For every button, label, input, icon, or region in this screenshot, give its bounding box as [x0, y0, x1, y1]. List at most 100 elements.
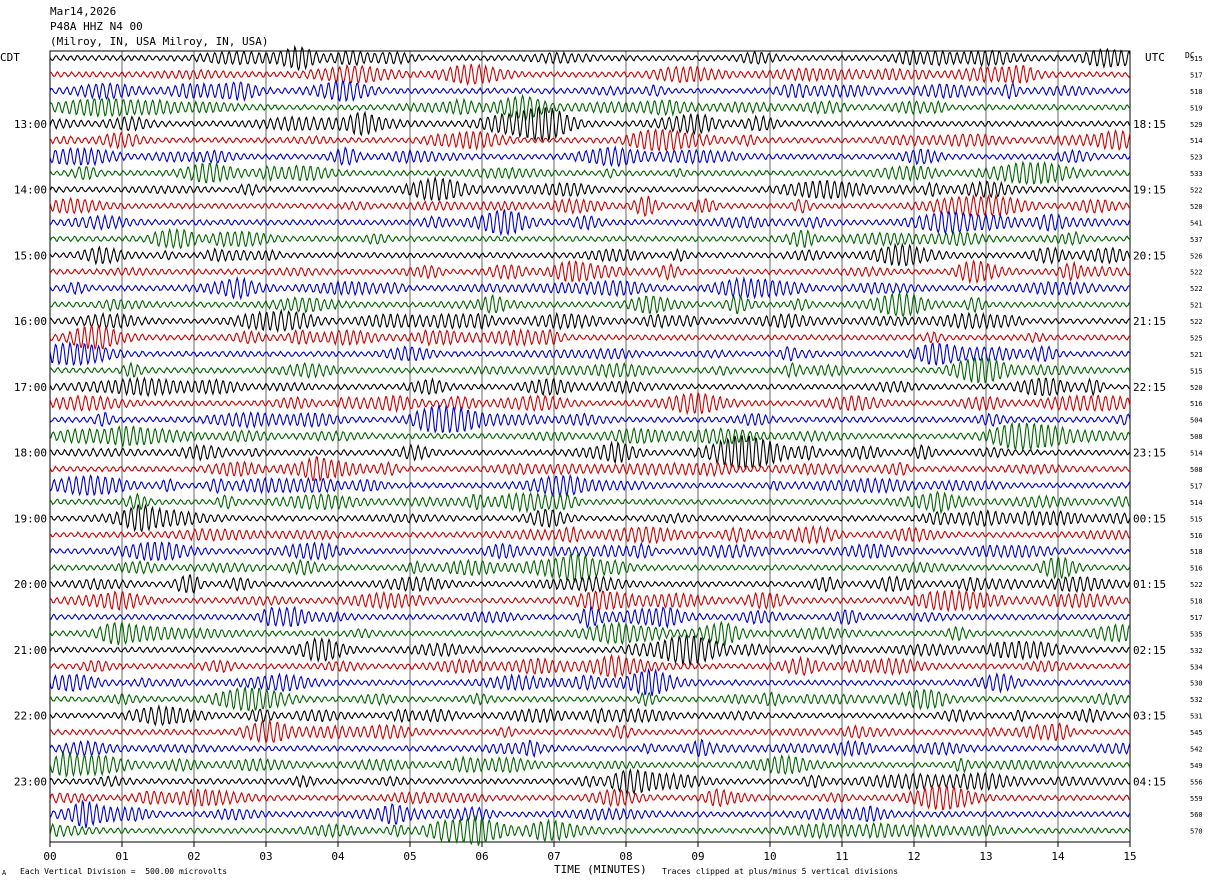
left-hour-label: 14:00: [14, 184, 47, 197]
left-hour-label: 17:00: [14, 381, 47, 394]
trace-row-37: [49, 633, 1131, 667]
dc-header-label: DC: [1185, 51, 1195, 60]
dc-offset-row-11: 541: [1190, 219, 1203, 227]
left-hour-label: 23:00: [14, 775, 47, 788]
trace-row-1: [49, 44, 1131, 72]
dc-offset-row-10: 520: [1190, 203, 1203, 211]
trace-row-36: [49, 620, 1131, 647]
dc-offset-row-46: 559: [1190, 795, 1203, 803]
trace-row-41: [49, 703, 1131, 727]
dc-offset-row-14: 522: [1190, 269, 1203, 277]
x-tick-label-12: 12: [907, 850, 920, 863]
right-hour-label: 04:15: [1133, 775, 1166, 788]
trace-row-16: [49, 291, 1131, 318]
trace-row-29: [49, 503, 1131, 533]
left-hour-label: 13:00: [14, 118, 47, 131]
dc-offset-row-7: 523: [1190, 154, 1203, 162]
trace-row-30: [49, 524, 1131, 545]
dc-offset-row-6: 514: [1190, 137, 1203, 145]
trace-row-15: [49, 276, 1131, 301]
x-tick-label-10: 10: [763, 850, 776, 863]
trace-row-17: [49, 308, 1131, 334]
dc-offset-row-43: 542: [1190, 745, 1203, 753]
dc-offset-row-13: 526: [1190, 252, 1203, 260]
trace-row-9: [49, 175, 1131, 202]
dc-offset-row-5: 529: [1190, 121, 1203, 129]
seismic-traces: [49, 44, 1131, 846]
trace-row-40: [49, 685, 1131, 712]
right-timezone-label: UTC: [1145, 51, 1165, 64]
dc-offset-row-45: 556: [1190, 778, 1203, 786]
dc-offset-row-29: 515: [1190, 515, 1203, 523]
trace-row-44: [49, 751, 1131, 778]
dc-offset-row-2: 517: [1190, 71, 1203, 79]
trace-row-21: [49, 376, 1131, 398]
dc-offset-row-40: 532: [1190, 696, 1203, 704]
trace-row-7: [49, 145, 1131, 168]
dc-offset-row-24: 508: [1190, 433, 1203, 441]
x-tick-label-13: 13: [979, 850, 992, 863]
trace-row-46: [49, 784, 1131, 811]
scale-note: Each Vertical Division = 500.00 microvol…: [20, 867, 228, 876]
trace-row-2: [49, 63, 1131, 87]
x-tick-label-03: 03: [259, 850, 272, 863]
right-hour-label: 22:15: [1133, 381, 1166, 394]
dc-offset-row-19: 521: [1190, 351, 1203, 359]
x-tick-label-09: 09: [691, 850, 704, 863]
x-tick-label-07: 07: [547, 850, 560, 863]
dc-offset-row-17: 522: [1190, 318, 1203, 326]
trace-row-34: [49, 589, 1131, 613]
plot-frame: [49, 50, 1131, 843]
dc-offset-row-31: 518: [1190, 548, 1203, 556]
hour-labels: 13:00 18:15 14:00 19:15 15:00 20:15 16:00 21:15…: [14, 118, 1166, 789]
left-hour-label: 21:00: [14, 644, 47, 657]
minute-gridlines: [121, 51, 1059, 842]
trace-row-39: [49, 667, 1131, 697]
trace-row-38: [49, 653, 1131, 680]
x-tick-label-14: 14: [1051, 850, 1065, 863]
dc-offset-row-26: 508: [1190, 466, 1203, 474]
dc-offset-row-15: 522: [1190, 285, 1203, 293]
right-hour-label: 20:15: [1133, 249, 1166, 262]
dc-offset-row-1: 515: [1190, 55, 1203, 63]
trace-row-5: [49, 105, 1131, 143]
dc-offset-row-8: 533: [1190, 170, 1203, 178]
trace-row-26: [49, 455, 1131, 482]
trace-row-33: [49, 574, 1131, 594]
trace-row-25: [49, 435, 1131, 470]
dc-offset-row-28: 514: [1190, 499, 1203, 507]
x-tick-label-15: 15: [1123, 850, 1136, 863]
x-tick-label-02: 02: [187, 850, 200, 863]
dc-offset-row-41: 531: [1190, 713, 1203, 721]
trace-row-4: [49, 93, 1131, 122]
x-tick-label-11: 11: [835, 850, 848, 863]
right-hour-label: 01:15: [1133, 578, 1166, 591]
clip-note: Traces clipped at plus/minus 5 vertical …: [662, 867, 899, 876]
dc-offset-row-47: 560: [1190, 811, 1203, 819]
trace-row-24: [49, 421, 1131, 451]
dc-offset-row-33: 522: [1190, 581, 1203, 589]
dc-offset-row-48: 570: [1190, 828, 1203, 836]
dc-offset-row-21: 520: [1190, 384, 1203, 392]
trace-row-14: [49, 259, 1131, 285]
x-tick-label-08: 08: [619, 850, 632, 863]
left-hour-label: 22:00: [14, 710, 47, 723]
scale-mark: A: [2, 869, 7, 877]
trace-row-12: [49, 227, 1131, 250]
left-hour-label: 16:00: [14, 315, 47, 328]
trace-row-31: [49, 541, 1131, 562]
x-tick-label-00: 00: [43, 850, 56, 863]
station-code: P48A HHZ N4 00: [50, 20, 143, 33]
dc-offset-row-35: 517: [1190, 614, 1203, 622]
dc-offset-row-38: 534: [1190, 663, 1203, 671]
dc-offset-row-4: 519: [1190, 104, 1203, 112]
dc-offset-row-20: 515: [1190, 367, 1203, 375]
trace-row-10: [49, 193, 1131, 218]
trace-row-20: [49, 356, 1131, 384]
dc-offset-row-44: 549: [1190, 762, 1203, 770]
right-hour-label: 00:15: [1133, 512, 1166, 525]
station-location: (Milroy, IN, USA Milroy, IN, USA): [50, 35, 269, 48]
x-tick-label-05: 05: [403, 850, 416, 863]
trace-row-8: [49, 160, 1131, 185]
